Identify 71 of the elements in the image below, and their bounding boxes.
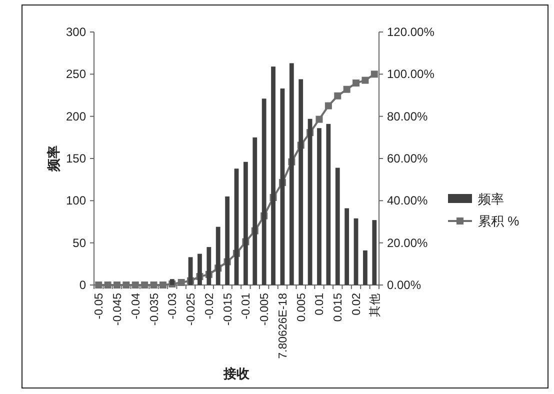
x-tick-label: -0.045 xyxy=(112,293,124,326)
x-axis-title: 接收 xyxy=(222,366,250,381)
y-axis-title: 频率 xyxy=(46,146,61,172)
x-tick-label: 0.005 xyxy=(296,293,308,322)
bar xyxy=(354,218,358,285)
y-tick-label: 50 xyxy=(72,236,86,250)
x-tick-label: -0.03 xyxy=(167,293,180,320)
bar xyxy=(225,196,230,285)
legend-label: 累积 % xyxy=(478,214,520,228)
point xyxy=(141,282,148,288)
y-tick-label: 250 xyxy=(66,67,86,82)
y-tick-label: 100 xyxy=(66,194,86,208)
point xyxy=(159,282,166,288)
point xyxy=(132,282,139,288)
bar xyxy=(243,162,248,285)
x-tick-label: 7.80626E-18 xyxy=(277,293,290,359)
bar xyxy=(363,250,368,285)
bar xyxy=(198,254,202,285)
bar xyxy=(280,88,285,285)
bar xyxy=(216,226,220,285)
x-tick-label: -0.02 xyxy=(204,293,216,320)
x-tick-label: -0.025 xyxy=(186,293,198,326)
point xyxy=(324,102,332,110)
x-tick-label: -0.035 xyxy=(148,293,161,326)
y2-tick-label: 40.00% xyxy=(387,194,428,208)
bar xyxy=(271,66,276,285)
y-tick-label: 200 xyxy=(66,109,86,124)
x-tick-label: -0.05 xyxy=(94,293,106,320)
bar xyxy=(308,118,312,285)
point xyxy=(122,282,130,288)
point xyxy=(343,86,350,93)
bar xyxy=(317,128,322,285)
x-tick-label: -0.01 xyxy=(240,293,253,320)
bar xyxy=(289,63,294,285)
legend-label: 频率 xyxy=(478,192,504,206)
y2-tick-label: 80.00% xyxy=(387,109,428,124)
x-tick-label: 0.02 xyxy=(351,293,364,316)
y-tick-label: 150 xyxy=(66,152,86,166)
y2-tick-label: 20.00% xyxy=(387,236,428,250)
point xyxy=(316,116,323,123)
bar xyxy=(344,208,350,285)
bar xyxy=(262,98,266,285)
point xyxy=(150,282,158,288)
x-tick-label: -0.005 xyxy=(259,293,272,326)
x-tick-label: 0.015 xyxy=(332,293,345,322)
point xyxy=(113,282,120,288)
point xyxy=(178,278,185,286)
bar xyxy=(188,257,193,285)
bar xyxy=(372,220,377,285)
bar xyxy=(170,279,174,285)
bar xyxy=(335,168,340,285)
y2-tick-label: 120.00% xyxy=(387,25,435,39)
x-tick-label: 0.01 xyxy=(314,293,326,316)
bar xyxy=(252,137,258,285)
point xyxy=(334,92,342,100)
y2-tick-label: 0.00% xyxy=(387,278,422,292)
x-tick-label: 其他 xyxy=(368,293,382,317)
x-tick-label: -0.015 xyxy=(222,293,234,326)
y2-tick-label: 60.00% xyxy=(387,152,428,166)
point xyxy=(104,282,112,288)
point xyxy=(362,76,369,84)
bar xyxy=(234,168,239,285)
y2-tick-label: 100.00% xyxy=(387,67,435,82)
bar xyxy=(326,124,331,285)
y-tick-label: 300 xyxy=(66,25,86,39)
x-tick-label: -0.04 xyxy=(130,292,142,320)
point xyxy=(370,70,378,78)
bar xyxy=(206,247,212,285)
y-tick-label: 0 xyxy=(79,278,86,292)
bar xyxy=(298,79,304,285)
point xyxy=(352,80,360,87)
